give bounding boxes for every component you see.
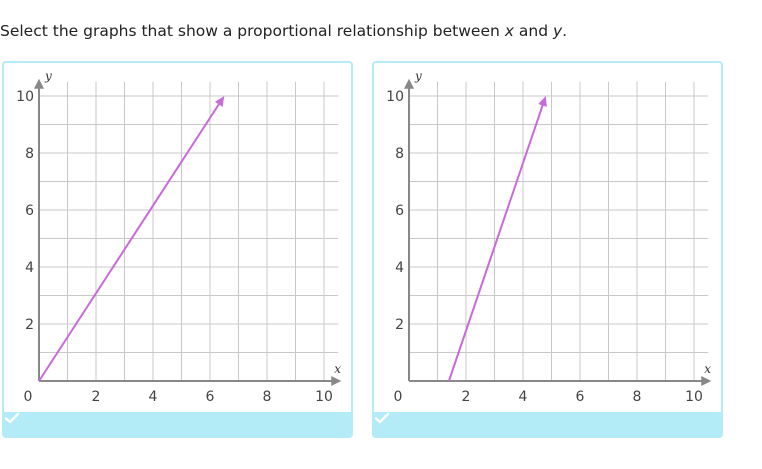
prompt-text-before: Select the graphs that show a proportion… — [0, 22, 505, 40]
prompt-text-middle: and — [513, 22, 553, 40]
grid — [409, 81, 709, 381]
y-axis-label: y — [414, 69, 422, 83]
y-tick-label: 10 — [386, 89, 404, 105]
x-tick-label: 8 — [263, 389, 272, 405]
x-tick-label: 2 — [462, 389, 471, 405]
y-tick-label: 6 — [25, 203, 34, 219]
prompt-var-x: x — [504, 22, 514, 40]
x-axis-label: x — [704, 362, 711, 376]
graph-option-2[interactable]: x y 0 2 4 6 8 10 2 4 6 8 10 — [372, 61, 723, 438]
x-tick-label: 10 — [685, 389, 703, 405]
x-tick-label: 8 — [633, 389, 642, 405]
x-tick-label: 2 — [92, 389, 101, 405]
graph-1-footer[interactable] — [4, 412, 351, 436]
y-tick-label: 2 — [25, 317, 34, 333]
line-arrow-icon — [215, 96, 225, 107]
plotted-line — [38, 101, 222, 382]
prompt-text-after: . — [562, 22, 568, 40]
graph-2-footer[interactable] — [374, 412, 721, 436]
x-tick-label: 0 — [394, 389, 403, 405]
x-axis-arrow-icon — [331, 376, 342, 386]
x-tick-label: 6 — [576, 389, 585, 405]
graph-option-1[interactable]: x y 0 2 4 6 8 10 2 4 6 8 10 — [2, 61, 353, 438]
grid — [39, 81, 339, 381]
graph-1-plot: x y 0 2 4 6 8 10 2 4 6 8 10 — [16, 69, 342, 405]
y-tick-label: 4 — [395, 260, 404, 276]
x-axis-arrow-icon — [701, 376, 712, 386]
y-tick-label: 8 — [395, 146, 404, 162]
y-axis-arrow-icon — [404, 78, 414, 89]
check-icon — [4, 412, 20, 424]
plotted-line — [447, 102, 545, 382]
y-tick-label: 4 — [25, 260, 34, 276]
y-axis-arrow-icon — [34, 78, 44, 89]
x-tick-label: 4 — [149, 389, 158, 405]
prompt-var-y: y — [552, 22, 563, 40]
graph-2-plot: x y 0 2 4 6 8 10 2 4 6 8 10 — [386, 69, 712, 405]
y-axis-label: y — [44, 69, 52, 83]
x-tick-label: 0 — [24, 389, 33, 405]
x-tick-label: 6 — [206, 389, 215, 405]
question-prompt: Select the graphs that show a proportion… — [0, 22, 567, 40]
y-tick-label: 10 — [16, 89, 34, 105]
line-arrow-icon — [538, 96, 547, 107]
y-tick-label: 6 — [395, 203, 404, 219]
y-tick-label: 2 — [395, 317, 404, 333]
x-tick-label: 10 — [315, 389, 333, 405]
check-icon — [374, 412, 390, 424]
x-tick-label: 4 — [519, 389, 528, 405]
y-tick-label: 8 — [25, 146, 34, 162]
x-axis-label: x — [334, 362, 341, 376]
